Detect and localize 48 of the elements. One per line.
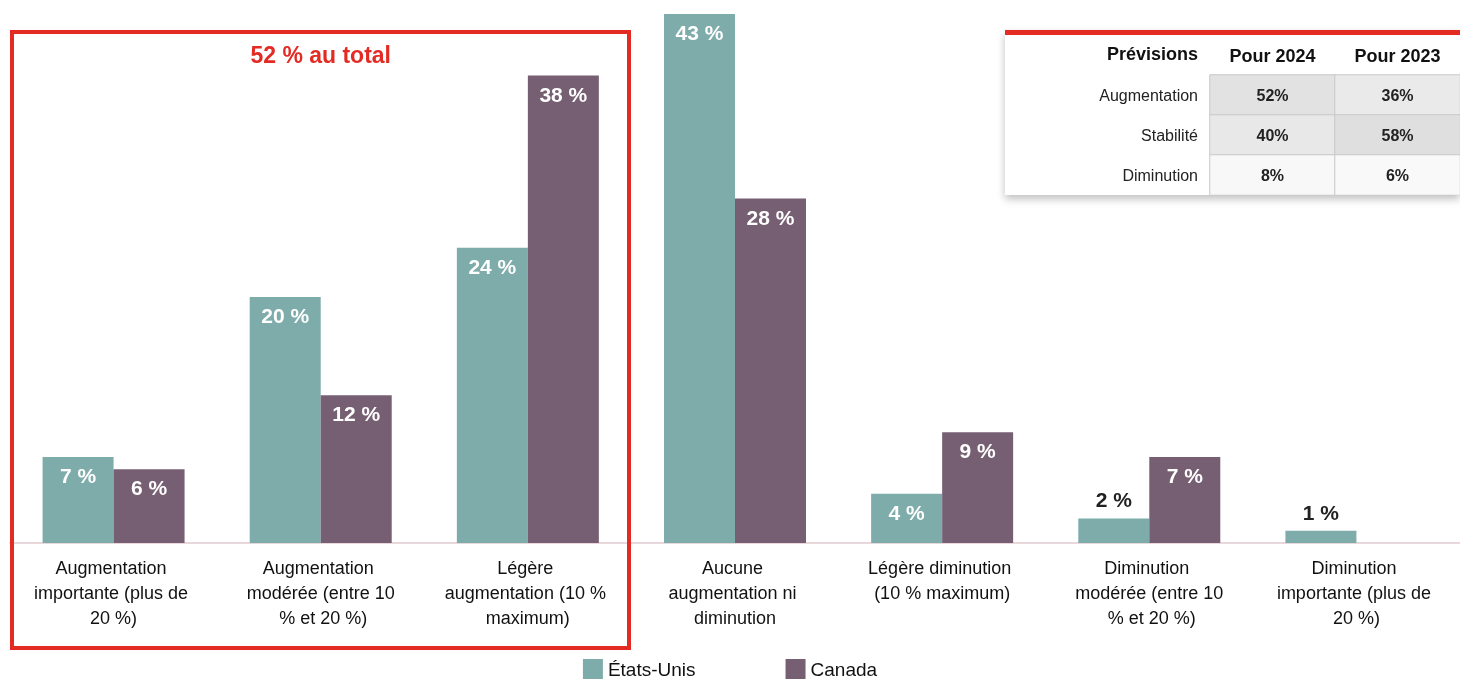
data-label: 38 % xyxy=(539,82,588,106)
data-label: 9 % xyxy=(959,439,997,463)
legend-label: États-Unis xyxy=(607,658,696,680)
data-label: 6% xyxy=(1385,166,1410,184)
data-label: 40% xyxy=(1256,126,1289,144)
data-label: 24 % xyxy=(468,254,517,278)
y-tick-label: Augmentation xyxy=(1099,86,1198,104)
bar xyxy=(456,247,528,543)
data-label: 7 % xyxy=(59,463,97,487)
annotation: 52 % au total xyxy=(249,42,392,69)
data-label: 58% xyxy=(1381,126,1414,144)
data-label: 7 % xyxy=(1166,463,1204,487)
x-tick-label: Augmentation modérée (entre 10 % et 20 %) xyxy=(246,557,395,628)
x-tick-label: Pour 2023 xyxy=(1354,46,1441,66)
bar xyxy=(249,296,321,543)
x-tick-label: Légère augmentation (10 % maximum) xyxy=(444,557,611,628)
data-label: 1 % xyxy=(1302,500,1340,524)
bar xyxy=(664,14,735,543)
bar xyxy=(1149,456,1221,543)
bar xyxy=(942,432,1014,543)
x-tick-label: Diminution modérée (entre 10 % et 20 %) xyxy=(1075,557,1224,628)
data-label: 2 % xyxy=(1095,488,1133,512)
bar xyxy=(1285,530,1357,543)
x-tick-label: Aucune augmentation ni diminution xyxy=(668,557,802,628)
data-label: 36% xyxy=(1381,86,1414,104)
data-label: 52% xyxy=(1256,86,1289,104)
y-tick-label: Stabilité xyxy=(1141,126,1199,144)
bar xyxy=(320,395,392,543)
x-tick-label: Diminution importante (plus de 20 %) xyxy=(1276,557,1436,628)
data-label: 28 % xyxy=(746,205,795,229)
data-label: 6 % xyxy=(130,476,168,500)
data-label: 12 % xyxy=(332,402,381,426)
bar xyxy=(527,75,599,543)
x-tick-label: Légère diminution (10 % maximum) xyxy=(868,557,1017,603)
data-label: 8% xyxy=(1260,166,1285,184)
bar xyxy=(42,456,114,543)
y-tick-label: Diminution xyxy=(1122,166,1198,184)
data-label: 20 % xyxy=(261,303,310,327)
bar xyxy=(113,469,185,543)
data-label: 4 % xyxy=(888,500,926,524)
bar xyxy=(871,493,943,543)
data-label: 43 % xyxy=(675,21,724,44)
bar xyxy=(735,198,806,543)
x-tick-label: Pour 2024 xyxy=(1229,46,1316,66)
legend-label: Canada xyxy=(810,658,878,680)
y-axis-title: Prévisions xyxy=(1106,44,1198,64)
bar xyxy=(1078,518,1150,543)
x-tick-label: Augmentation importante (plus de 20 %) xyxy=(34,557,194,628)
